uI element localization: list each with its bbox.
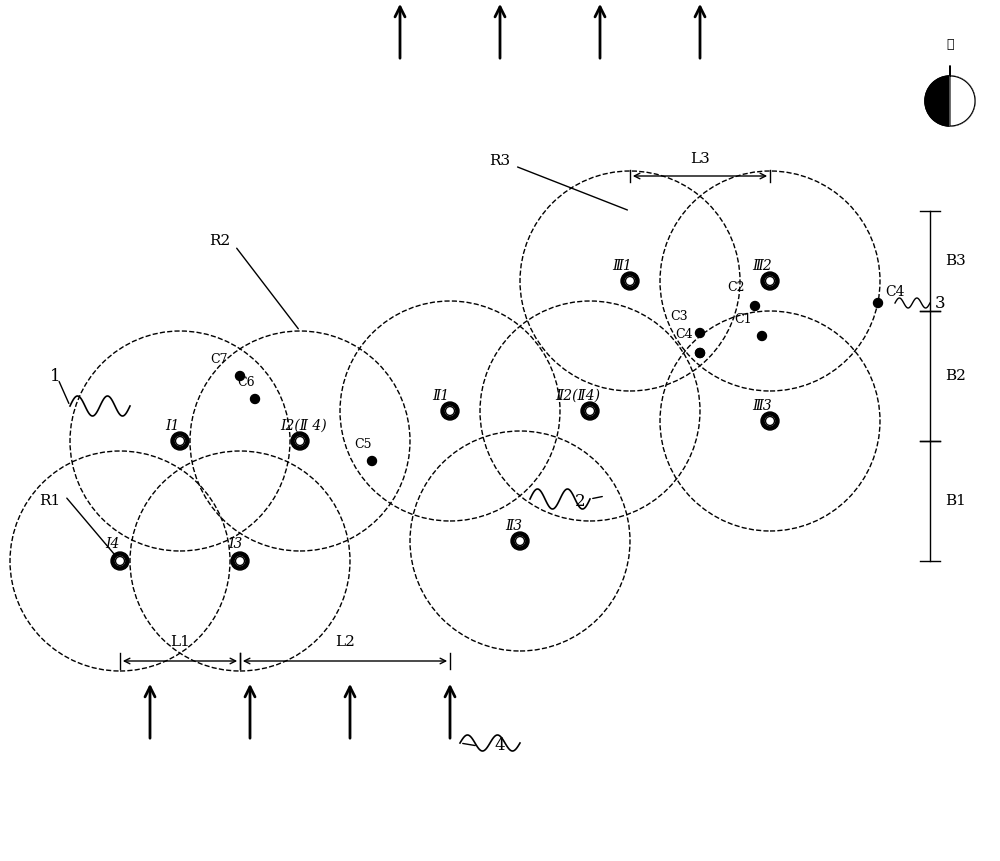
Text: C7: C7 <box>210 353 228 366</box>
Circle shape <box>766 276 774 286</box>
Circle shape <box>586 406 594 416</box>
Text: L1: L1 <box>170 635 190 649</box>
Circle shape <box>446 406 454 416</box>
Polygon shape <box>950 66 975 126</box>
Text: 4: 4 <box>495 738 505 754</box>
Text: Ⅲ1: Ⅲ1 <box>612 259 632 273</box>
Circle shape <box>236 556 244 566</box>
Circle shape <box>761 412 779 430</box>
Circle shape <box>758 331 767 340</box>
Text: Ⅱ1: Ⅱ1 <box>432 389 449 403</box>
Text: R1: R1 <box>39 494 61 508</box>
Text: I2(Ⅱ 4): I2(Ⅱ 4) <box>280 419 327 433</box>
Circle shape <box>766 417 774 425</box>
Text: Ⅲ2: Ⅲ2 <box>752 259 772 273</box>
Text: I1: I1 <box>165 419 179 433</box>
Circle shape <box>696 329 704 338</box>
Circle shape <box>368 456 376 466</box>
Text: B3: B3 <box>945 254 966 268</box>
Circle shape <box>176 437 184 445</box>
Circle shape <box>441 402 459 420</box>
Text: C3: C3 <box>670 310 688 323</box>
Text: 3: 3 <box>935 294 946 312</box>
Polygon shape <box>925 66 950 126</box>
Circle shape <box>236 371 244 381</box>
Text: Ⅱ3: Ⅱ3 <box>505 519 522 533</box>
Text: B2: B2 <box>945 369 966 383</box>
Text: C4: C4 <box>675 328 693 341</box>
Circle shape <box>231 552 249 570</box>
Text: C6: C6 <box>237 376 255 389</box>
Text: B1: B1 <box>945 494 966 508</box>
Circle shape <box>626 276 635 286</box>
Text: C2: C2 <box>728 281 745 294</box>
Circle shape <box>250 394 260 404</box>
Text: I4: I4 <box>105 537 119 551</box>
Circle shape <box>116 556 124 566</box>
Text: C4: C4 <box>885 285 904 299</box>
Circle shape <box>761 272 779 290</box>
Circle shape <box>111 552 129 570</box>
Circle shape <box>516 536 524 546</box>
Circle shape <box>171 432 189 450</box>
Text: Ⅲ3: Ⅲ3 <box>752 399 772 413</box>
Text: 2: 2 <box>575 492 585 510</box>
Circle shape <box>696 349 704 357</box>
Circle shape <box>581 402 599 420</box>
Text: R2: R2 <box>209 234 231 248</box>
Circle shape <box>750 301 760 311</box>
Text: L3: L3 <box>690 152 710 166</box>
Circle shape <box>511 532 529 550</box>
Text: I3: I3 <box>228 537 242 551</box>
Circle shape <box>874 299 882 307</box>
Text: R3: R3 <box>489 154 511 168</box>
Text: 1: 1 <box>50 368 60 385</box>
Circle shape <box>291 432 309 450</box>
Text: L2: L2 <box>335 635 355 649</box>
Circle shape <box>621 272 639 290</box>
Text: C1: C1 <box>734 313 752 326</box>
Text: Ⅱ2(Ⅱ4): Ⅱ2(Ⅱ4) <box>555 389 600 403</box>
Text: C5: C5 <box>354 438 372 451</box>
Text: 北: 北 <box>946 38 954 51</box>
Circle shape <box>696 349 704 357</box>
Circle shape <box>296 437 304 445</box>
